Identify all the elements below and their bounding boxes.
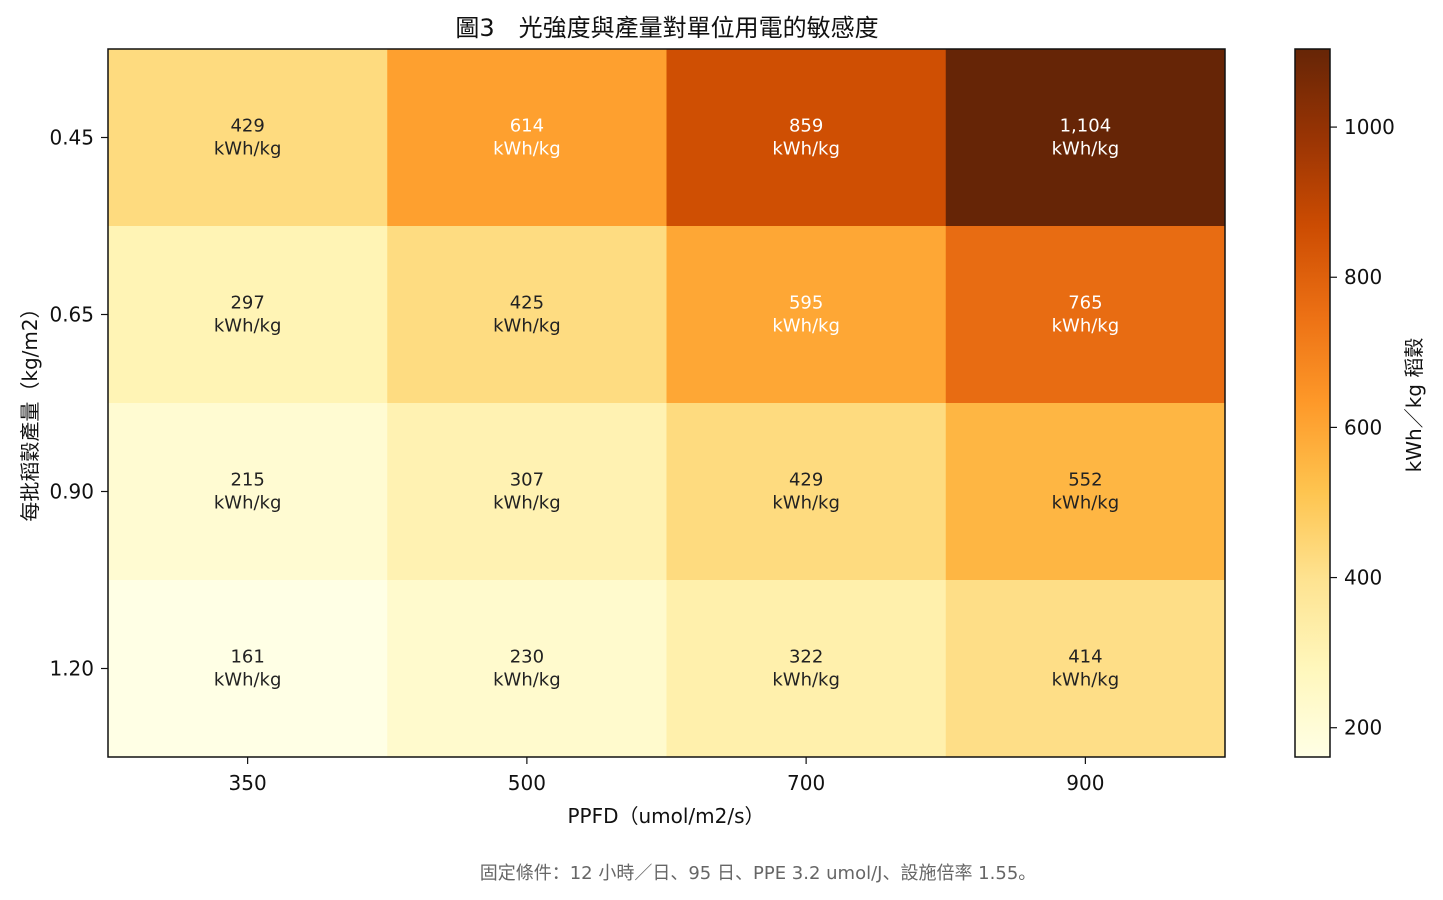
cell-value-label: 230 kWh/kg <box>493 647 561 691</box>
cell-value-label: 307 kWh/kg <box>493 470 561 514</box>
x-axis: 350 500 700 900 <box>229 757 1104 795</box>
cell-value-label: 414 kWh/kg <box>1052 647 1120 691</box>
cell-value-label: 297 kWh/kg <box>214 293 282 337</box>
heatmap-cell <box>945 580 1226 758</box>
colorbar-label: kWh／kg 稻穀 <box>1402 338 1426 473</box>
cell-value-label: 322 kWh/kg <box>772 647 840 691</box>
x-tick-label: 500 <box>508 771 546 795</box>
y-tick-label: 0.90 <box>49 480 94 504</box>
cell-value-label: 1,104 kWh/kg <box>1052 116 1120 160</box>
cell-value-label: 614 kWh/kg <box>493 116 561 160</box>
colorbar-tick-label: 800 <box>1344 265 1382 289</box>
heatmap-cell <box>108 403 388 581</box>
heatmap-cell <box>387 403 667 581</box>
x-tick-label: 900 <box>1066 771 1104 795</box>
cell-value-label: 859 kWh/kg <box>772 116 840 160</box>
heatmap-cell <box>666 226 947 404</box>
cell-value-label: 765 kWh/kg <box>1052 293 1120 337</box>
colorbar <box>1294 48 1331 758</box>
colorbar-tick-label: 400 <box>1344 566 1382 590</box>
cell-value-label: 425 kWh/kg <box>493 293 561 337</box>
y-axis-label: 每批稻穀產量（kg/m2） <box>18 298 42 521</box>
heatmap-cell <box>108 580 388 758</box>
chart-title: 圖3 光強度與產量對單位用電的敏感度 <box>455 14 878 42</box>
cell-value-label: 161 kWh/kg <box>214 647 282 691</box>
cell-value-label: 552 kWh/kg <box>1052 470 1120 514</box>
footnote: 固定條件：12 小時／日、95 日、PPE 3.2 umol/J、設施倍率 1.… <box>479 863 1037 884</box>
cell-value-label: 429 kWh/kg <box>214 116 282 160</box>
plot-frame <box>107 48 1226 758</box>
heatmap-cell <box>387 226 667 404</box>
cell-value-label: 595 kWh/kg <box>772 293 840 337</box>
colorbar-ticks: 200 400 600 800 1000 <box>1330 115 1395 740</box>
x-tick-label: 350 <box>229 771 267 795</box>
colorbar-tick-label: 1000 <box>1344 115 1395 139</box>
heatmap-cell <box>387 49 667 227</box>
colorbar-tick-label: 200 <box>1344 716 1382 740</box>
heatmap-cell <box>666 580 947 758</box>
x-tick-label: 700 <box>787 771 825 795</box>
y-tick-label: 0.45 <box>49 126 94 150</box>
heatmap-cell <box>108 49 388 227</box>
y-tick-label: 1.20 <box>49 657 94 681</box>
cell-value-label: 215 kWh/kg <box>214 470 282 514</box>
x-axis-label: PPFD（umol/m2/s） <box>567 804 764 828</box>
heatmap-cell <box>387 580 667 758</box>
cell-value-label: 429 kWh/kg <box>772 470 840 514</box>
heatmap-cell <box>945 49 1226 227</box>
y-axis: 0.45 0.65 0.90 1.20 <box>49 126 108 681</box>
heatmap-cells: 429 kWh/kg 614 kWh/kg 859 kWh/kg 1,104 kWh/kg 29… <box>108 49 1226 758</box>
heatmap-cell <box>945 403 1226 581</box>
y-tick-label: 0.65 <box>49 303 94 327</box>
heatmap-cell <box>945 226 1226 404</box>
heatmap-cell <box>108 226 388 404</box>
colorbar-tick-label: 600 <box>1344 415 1382 439</box>
heatmap-cell <box>666 49 947 227</box>
heatmap-cell <box>666 403 947 581</box>
